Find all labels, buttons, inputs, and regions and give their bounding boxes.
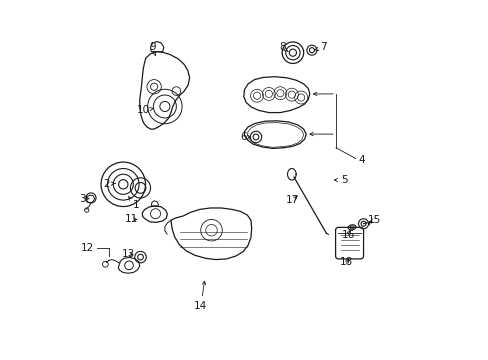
Text: 4: 4 — [358, 154, 365, 165]
Text: 7: 7 — [314, 42, 326, 52]
Text: 11: 11 — [124, 215, 138, 224]
Text: 17: 17 — [285, 195, 299, 205]
Text: 13: 13 — [121, 248, 134, 258]
Text: 6: 6 — [240, 132, 250, 142]
Text: 8: 8 — [278, 42, 287, 52]
Text: 1: 1 — [128, 197, 139, 210]
Text: 2: 2 — [103, 179, 115, 189]
Text: 9: 9 — [149, 42, 156, 55]
Text: 10: 10 — [137, 105, 153, 115]
Text: 16: 16 — [341, 230, 354, 239]
Text: 12: 12 — [81, 243, 94, 253]
Text: 18: 18 — [339, 257, 353, 267]
Text: 3: 3 — [79, 194, 89, 204]
Text: 15: 15 — [367, 215, 380, 225]
Text: 5: 5 — [334, 175, 347, 185]
Text: 14: 14 — [194, 281, 207, 311]
